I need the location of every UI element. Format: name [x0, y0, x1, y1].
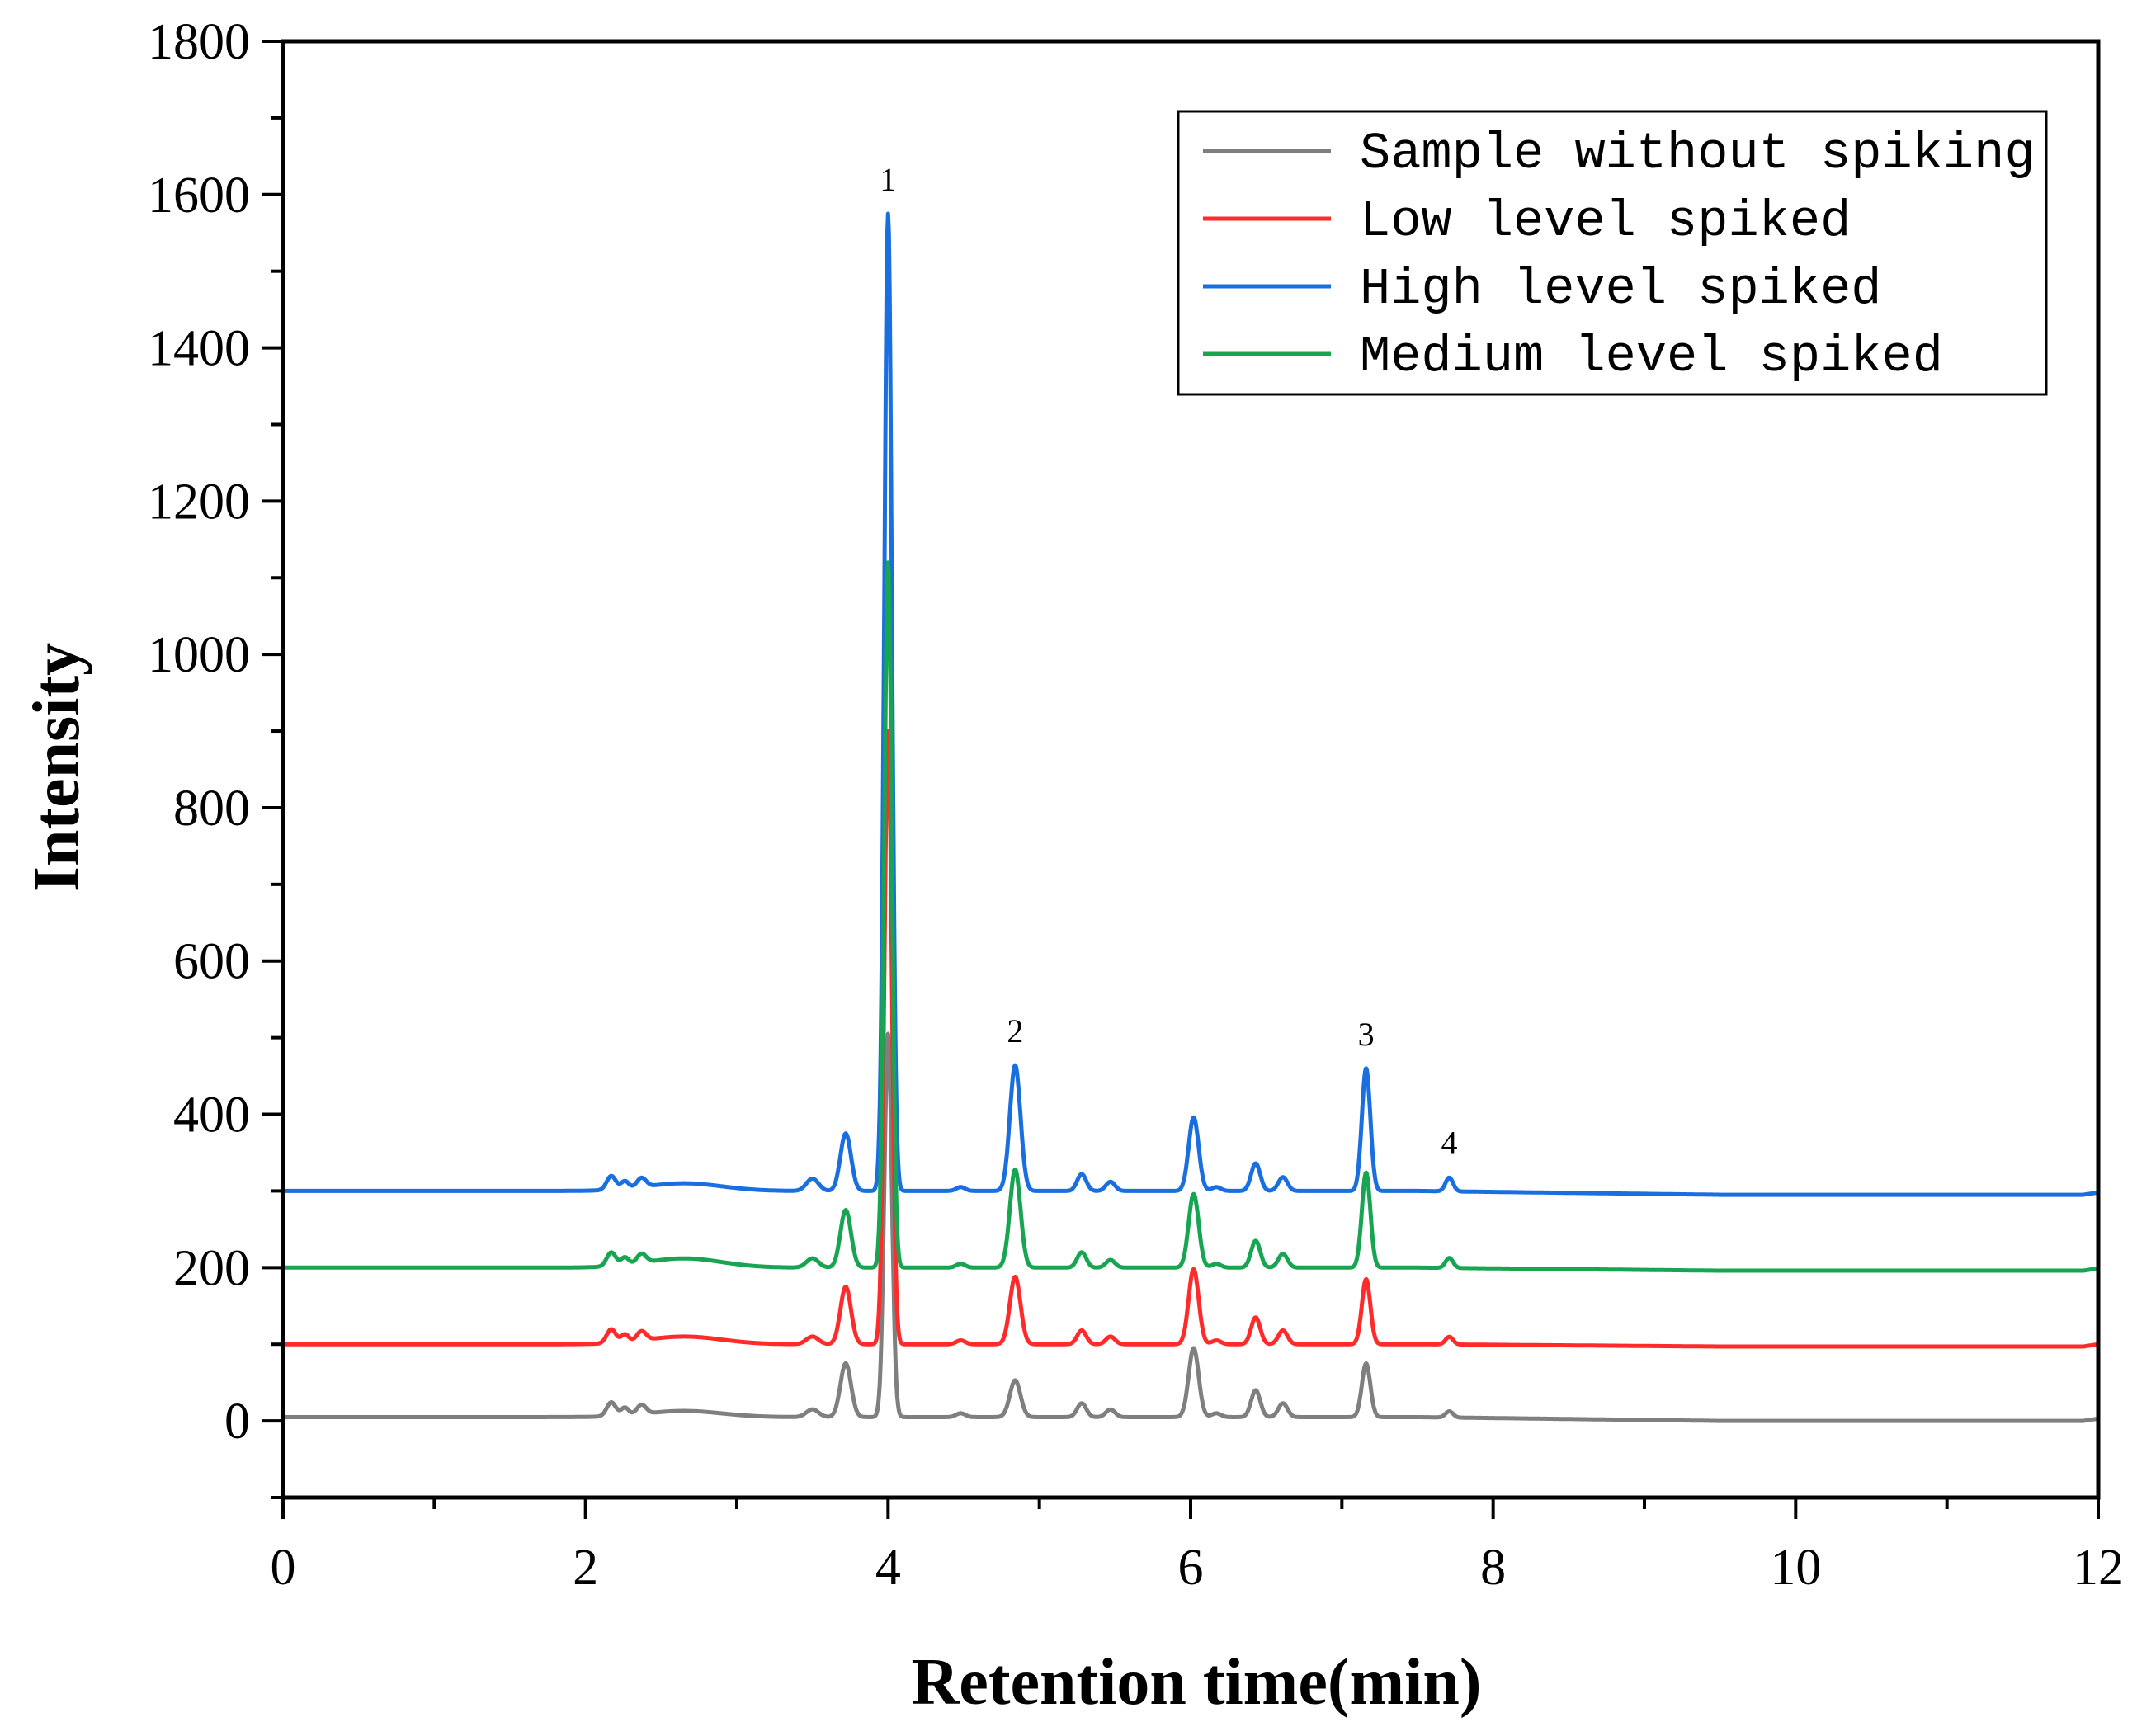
x-tick-label: 6 — [1178, 1540, 1204, 1596]
x-tick-label: 4 — [875, 1540, 901, 1596]
series-line-3 — [281, 560, 2100, 1273]
series-line-0 — [281, 1031, 2100, 1423]
y-tick-label: 1600 — [148, 167, 250, 224]
x-tick-label: 10 — [1770, 1540, 1821, 1596]
y-tick-label: 600 — [173, 934, 250, 990]
series-line-2 — [281, 211, 2100, 1197]
y-tick-label: 1200 — [148, 474, 250, 530]
x-tick-label: 2 — [573, 1540, 598, 1596]
series-layer — [281, 211, 2100, 1423]
x-tick-label: 8 — [1480, 1540, 1506, 1596]
legend: Sample without spiking Low level spiked Hi… — [1177, 110, 2048, 396]
series-line-1 — [281, 729, 2100, 1349]
y-tick-label: 400 — [173, 1087, 250, 1144]
y-tick-label: 0 — [224, 1394, 250, 1450]
x-tick-label: 12 — [2073, 1540, 2124, 1596]
x-axis-label: Retention time(min) — [912, 1646, 1482, 1719]
peak-label-4: 4 — [1441, 1125, 1458, 1162]
tick-layer: 0 2 4 6 8 10 120200400600800100012001400160018… — [148, 14, 2124, 1596]
peak-label-1: 1 — [880, 161, 896, 198]
y-tick-label: 800 — [173, 781, 250, 837]
y-tick-label: 1000 — [148, 627, 250, 683]
legend-label: High level spiked — [1360, 260, 1882, 318]
legend-box — [1177, 110, 2048, 396]
peak-label-3: 3 — [1358, 1016, 1375, 1053]
legend-label: Medium level spiked — [1360, 328, 1943, 386]
y-tick-label: 1400 — [148, 321, 250, 377]
y-axis-label: Intensity — [21, 643, 93, 892]
legend-label: Low level spiked — [1360, 192, 1851, 251]
y-tick-label: 1800 — [148, 14, 250, 70]
peak-label-layer: 1 2 3 4 — [880, 161, 1457, 1162]
legend-label: Sample without spiking — [1360, 125, 2036, 183]
peak-label-2: 2 — [1007, 1012, 1023, 1050]
x-tick-label: 0 — [271, 1540, 296, 1596]
y-tick-label: 200 — [173, 1240, 250, 1296]
